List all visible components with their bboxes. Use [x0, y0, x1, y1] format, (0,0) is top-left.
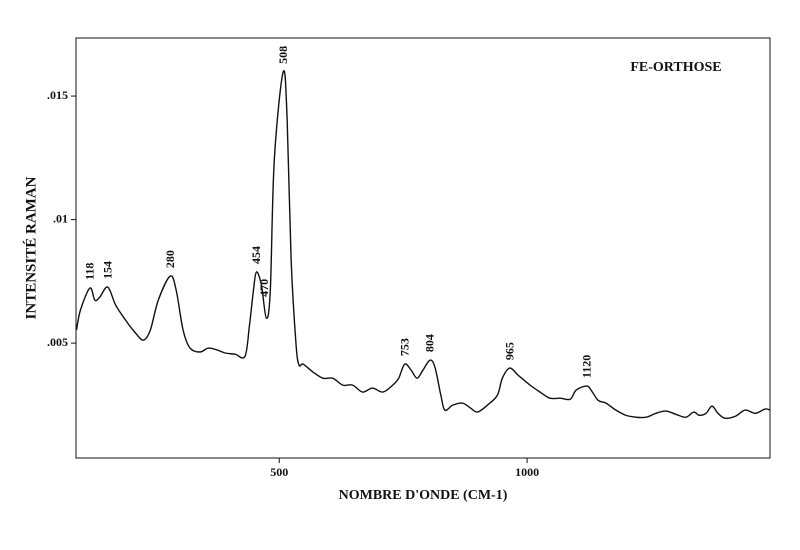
peak-label: 753: [397, 338, 411, 356]
peak-label: 1120: [579, 355, 593, 378]
peak-label: 965: [503, 342, 517, 360]
peak-label: 470: [257, 279, 271, 297]
peak-label: 118: [83, 263, 97, 280]
peak-label: 454: [249, 246, 263, 264]
peak-label: 804: [423, 334, 437, 352]
y-axis-label: INTENSITÉ RAMAN: [22, 176, 39, 319]
y-tick-label: .01: [53, 211, 68, 225]
chart-title: FE-ORTHOSE: [630, 60, 721, 75]
y-tick-label: .005: [47, 335, 68, 349]
spectrum-line: [75, 70, 771, 420]
x-tick-label: 1000: [515, 465, 539, 479]
x-tick-label: 500: [270, 465, 288, 479]
y-tick-label: .015: [47, 88, 68, 102]
peak-label: 154: [100, 261, 114, 279]
peak-label: 508: [276, 46, 290, 64]
plot-frame: [75, 37, 771, 459]
x-axis-label: NOMBRE D'ONDE (CM-1): [339, 488, 508, 503]
peak-label: 280: [163, 250, 177, 268]
